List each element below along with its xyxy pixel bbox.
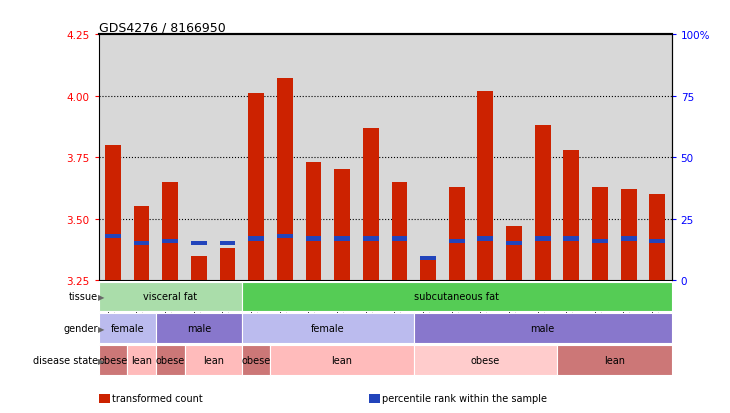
Bar <box>334 170 350 280</box>
Bar <box>248 94 264 280</box>
Bar <box>134 207 150 280</box>
Text: obese: obese <box>99 355 128 366</box>
Bar <box>213 278 242 280</box>
Bar <box>529 278 557 280</box>
Bar <box>557 345 672 375</box>
Bar <box>592 239 608 243</box>
Bar <box>620 190 637 280</box>
Bar <box>99 278 127 280</box>
Bar <box>156 345 185 375</box>
Bar <box>99 282 242 312</box>
Bar <box>442 278 471 280</box>
Text: ▶: ▶ <box>99 324 105 333</box>
Bar <box>363 237 379 241</box>
Bar <box>643 278 672 280</box>
Bar <box>127 278 156 280</box>
Bar <box>449 239 464 243</box>
Bar <box>506 226 522 280</box>
Text: female: female <box>110 323 144 334</box>
Bar <box>449 187 464 280</box>
Bar <box>414 278 442 280</box>
Bar <box>420 261 436 280</box>
Bar <box>564 150 579 280</box>
Bar <box>564 237 579 241</box>
Bar <box>535 126 550 280</box>
Text: ▶: ▶ <box>99 356 105 365</box>
Bar <box>271 278 299 280</box>
Bar <box>271 345 414 375</box>
Bar <box>620 237 637 241</box>
Text: male: male <box>187 323 211 334</box>
Bar <box>614 278 643 280</box>
Text: GDS4276 / 8166950: GDS4276 / 8166950 <box>99 21 226 34</box>
Bar <box>306 237 321 241</box>
Bar <box>277 234 293 238</box>
Bar <box>185 345 242 375</box>
Bar <box>156 314 242 344</box>
Bar <box>650 239 665 243</box>
Bar <box>477 92 493 280</box>
Bar <box>242 345 270 375</box>
Bar <box>162 239 178 243</box>
Bar <box>391 237 407 241</box>
Text: female: female <box>311 323 345 334</box>
Bar <box>535 237 550 241</box>
Bar <box>420 256 436 261</box>
Bar <box>277 79 293 280</box>
Text: obese: obese <box>155 355 185 366</box>
Bar <box>248 237 264 241</box>
Bar <box>363 128 379 280</box>
Text: lean: lean <box>203 355 223 366</box>
Bar <box>592 187 608 280</box>
Bar <box>471 278 499 280</box>
Bar <box>385 278 414 280</box>
Bar <box>105 234 120 238</box>
Bar <box>191 242 207 246</box>
Bar <box>242 314 414 344</box>
Bar <box>650 195 665 280</box>
Bar <box>99 314 156 344</box>
Text: lean: lean <box>331 355 353 366</box>
Bar <box>585 278 615 280</box>
Bar <box>162 182 178 280</box>
Text: obese: obese <box>471 355 500 366</box>
Bar <box>105 145 120 280</box>
Bar <box>477 237 493 241</box>
Text: percentile rank within the sample: percentile rank within the sample <box>382 393 547 403</box>
Bar <box>499 278 529 280</box>
Bar <box>414 314 672 344</box>
Bar <box>99 345 127 375</box>
Bar <box>127 345 156 375</box>
Text: subcutaneous fat: subcutaneous fat <box>414 292 499 302</box>
Bar <box>334 237 350 241</box>
Bar <box>356 278 385 280</box>
Bar <box>185 278 213 280</box>
Text: disease state: disease state <box>33 355 98 366</box>
Bar <box>134 242 150 246</box>
Text: ▶: ▶ <box>99 292 105 301</box>
Text: obese: obese <box>242 355 271 366</box>
Bar <box>391 182 407 280</box>
Text: tissue: tissue <box>69 292 98 302</box>
Bar <box>220 249 235 280</box>
Bar <box>306 163 321 280</box>
Bar <box>242 278 270 280</box>
Bar <box>220 242 235 246</box>
Bar <box>557 278 585 280</box>
Bar <box>242 282 672 312</box>
Bar <box>299 278 328 280</box>
Text: male: male <box>531 323 555 334</box>
Bar <box>414 345 557 375</box>
Bar <box>328 278 356 280</box>
Text: transformed count: transformed count <box>112 393 202 403</box>
Bar <box>506 242 522 246</box>
Bar <box>156 278 185 280</box>
Text: gender: gender <box>64 323 98 334</box>
Text: visceral fat: visceral fat <box>143 292 197 302</box>
Text: lean: lean <box>131 355 152 366</box>
Text: lean: lean <box>604 355 625 366</box>
Bar <box>191 256 207 280</box>
